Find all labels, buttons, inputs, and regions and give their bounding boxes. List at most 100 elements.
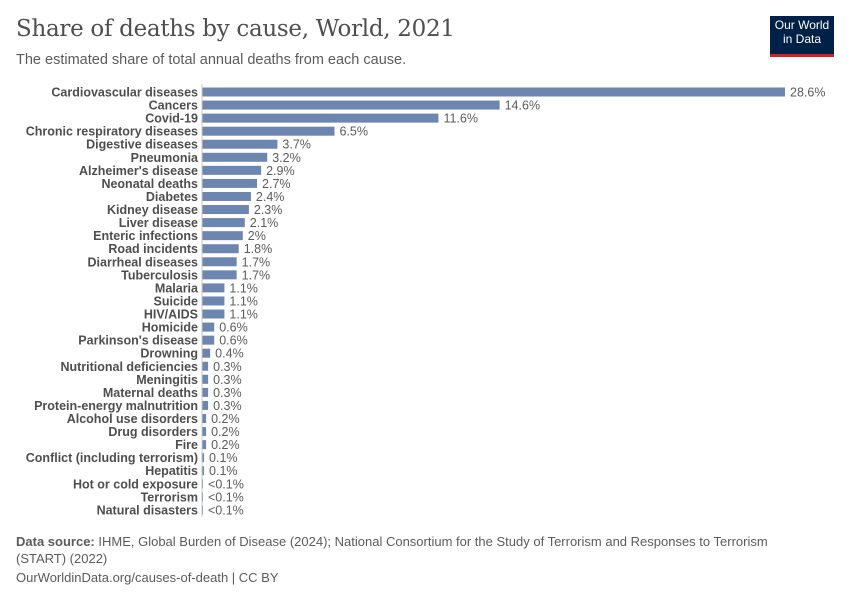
- bar[interactable]: [202, 113, 439, 123]
- category-label: Covid-19: [145, 112, 198, 126]
- bar[interactable]: [202, 178, 258, 188]
- bar[interactable]: [202, 309, 225, 319]
- bar[interactable]: [202, 257, 237, 267]
- bar[interactable]: [202, 126, 335, 136]
- category-label: Terrorism: [141, 490, 198, 504]
- value-label: 0.3%: [213, 360, 242, 374]
- category-label: Parkinson's disease: [78, 334, 198, 348]
- category-label: Enteric infections: [93, 229, 198, 243]
- value-label: 1.1%: [229, 294, 258, 308]
- value-label: 0.1%: [209, 451, 238, 465]
- bar[interactable]: [202, 139, 278, 149]
- category-label: Pneumonia: [131, 151, 199, 165]
- value-label: <0.1%: [208, 503, 244, 517]
- bar[interactable]: [202, 165, 262, 175]
- category-label: Conflict (including terrorism): [26, 451, 198, 465]
- category-label: Nutritional deficiencies: [60, 360, 198, 374]
- data-source: Data source: IHME, Global Burden of Dise…: [16, 533, 816, 567]
- value-label: 2.3%: [254, 203, 283, 217]
- bar[interactable]: [202, 400, 209, 410]
- value-label: 0.2%: [211, 425, 240, 439]
- category-label: Liver disease: [119, 216, 198, 230]
- value-label: 0.2%: [211, 412, 240, 426]
- category-label: Diabetes: [146, 190, 198, 204]
- logo-line-1: Our World: [774, 18, 830, 32]
- value-label: 1.7%: [242, 268, 271, 282]
- value-label: 11.6%: [443, 112, 478, 126]
- bar[interactable]: [202, 335, 215, 345]
- chart-title: Share of deaths by cause, World, 2021: [16, 16, 455, 42]
- bar[interactable]: [202, 205, 249, 215]
- category-label: Homicide: [142, 321, 198, 335]
- category-label: Chronic respiratory diseases: [26, 125, 198, 139]
- bar[interactable]: [202, 361, 209, 371]
- category-label: Malaria: [155, 281, 199, 295]
- bar[interactable]: [202, 296, 225, 306]
- bar[interactable]: [202, 322, 215, 332]
- data-source-text: IHME, Global Burden of Disease (2024); N…: [16, 534, 768, 566]
- category-label: Drug disorders: [108, 425, 198, 439]
- value-label: 0.3%: [213, 386, 242, 400]
- category-label: Natural disasters: [97, 503, 198, 517]
- source-url[interactable]: OurWorldinData.org/causes-of-death | CC …: [16, 570, 279, 585]
- bar[interactable]: [202, 374, 209, 384]
- bar[interactable]: [202, 466, 205, 476]
- category-label: Hot or cold exposure: [73, 477, 198, 491]
- value-label: 1.1%: [229, 281, 258, 295]
- bar[interactable]: [202, 440, 207, 450]
- bar[interactable]: [202, 283, 225, 293]
- category-label: Drowning: [140, 347, 198, 361]
- category-label: Road incidents: [108, 242, 198, 256]
- category-label: Alzheimer's disease: [79, 164, 198, 178]
- category-label: Neonatal deaths: [101, 177, 198, 191]
- category-label: Maternal deaths: [103, 386, 198, 400]
- bar[interactable]: [202, 191, 251, 201]
- bar[interactable]: [202, 152, 268, 162]
- bar[interactable]: [202, 87, 785, 97]
- value-label: 1.1%: [229, 308, 258, 322]
- category-label: Alcohol use disorders: [67, 412, 198, 426]
- value-label: 2.4%: [256, 190, 285, 204]
- data-source-label: Data source:: [16, 534, 95, 549]
- category-label: Kidney disease: [107, 203, 198, 217]
- bar[interactable]: [202, 414, 207, 423]
- bar[interactable]: [202, 387, 209, 397]
- value-label: 0.3%: [213, 399, 242, 413]
- value-label: 0.1%: [209, 464, 238, 478]
- bar[interactable]: [202, 270, 237, 280]
- category-label: Suicide: [154, 294, 199, 308]
- bar[interactable]: [202, 231, 243, 241]
- category-label: Cancers: [149, 99, 198, 113]
- category-label: Tuberculosis: [121, 268, 198, 282]
- value-label: 0.3%: [213, 373, 242, 387]
- chart-subtitle: The estimated share of total annual deat…: [16, 52, 407, 68]
- value-label: 14.6%: [505, 99, 540, 113]
- category-label: Diarrheal diseases: [88, 255, 199, 269]
- category-label: Hepatitis: [145, 464, 198, 478]
- value-label: 0.2%: [211, 438, 240, 452]
- bar[interactable]: [202, 244, 239, 254]
- owid-logo[interactable]: Our World in Data: [770, 16, 834, 57]
- value-label: <0.1%: [208, 490, 244, 504]
- category-label: Digestive diseases: [86, 138, 198, 152]
- value-label: 1.8%: [244, 242, 273, 256]
- value-label: 0.6%: [219, 334, 248, 348]
- value-label: 2%: [248, 229, 266, 243]
- value-label: 28.6%: [790, 86, 825, 100]
- logo-line-2: in Data: [782, 32, 822, 46]
- bar[interactable]: [202, 100, 500, 110]
- value-label: 6.5%: [340, 125, 369, 139]
- bar[interactable]: [202, 218, 245, 228]
- bar[interactable]: [202, 479, 204, 489]
- value-label: 2.1%: [250, 216, 278, 230]
- bar[interactable]: [202, 427, 207, 437]
- bar[interactable]: [202, 453, 205, 463]
- category-label: HIV/AIDS: [144, 308, 198, 322]
- value-label: <0.1%: [208, 477, 244, 491]
- value-label: 0.6%: [219, 321, 248, 335]
- value-label: 3.2%: [272, 151, 301, 165]
- bar[interactable]: [202, 348, 211, 358]
- category-label: Protein-energy malnutrition: [34, 399, 198, 413]
